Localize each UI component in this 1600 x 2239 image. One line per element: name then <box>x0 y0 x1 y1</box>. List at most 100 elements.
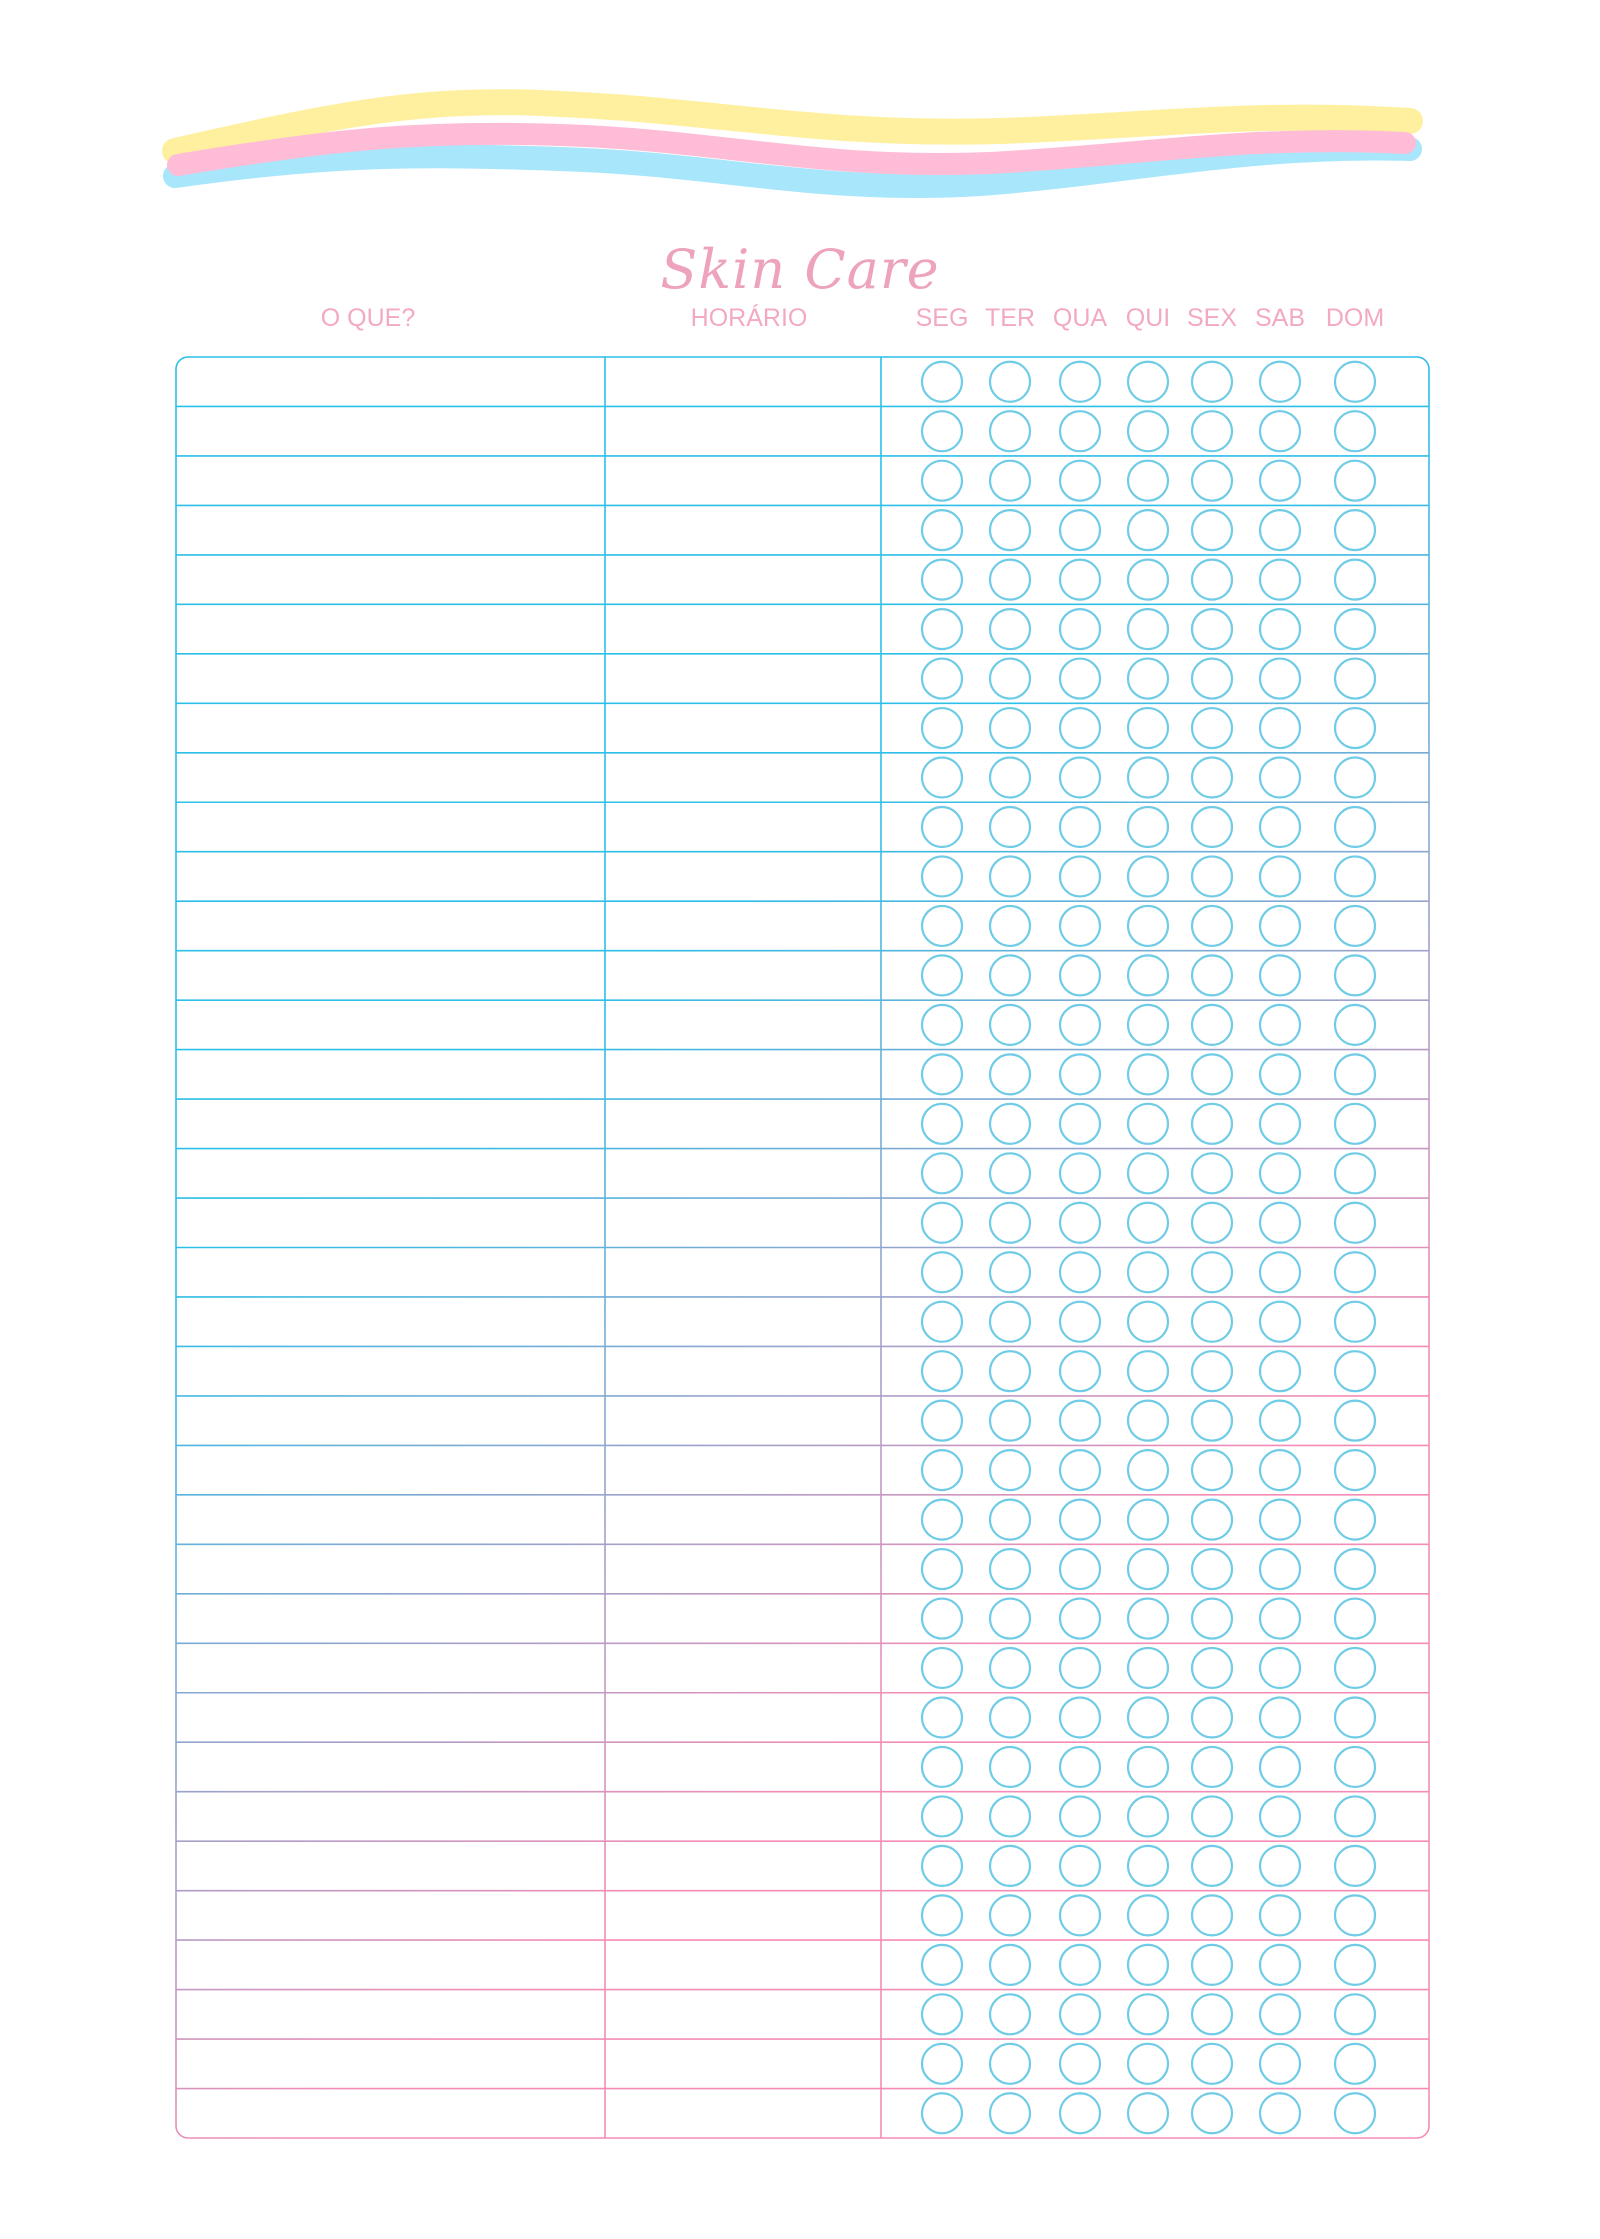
what-cell[interactable] <box>178 903 603 948</box>
checkbox-circle-seg[interactable] <box>920 1993 964 2036</box>
checkbox-circle-ter[interactable] <box>988 1102 1032 1145</box>
checkbox-circle-sex[interactable] <box>1190 904 1234 948</box>
checkbox-circle-qua[interactable] <box>1058 1399 1102 1442</box>
checkbox-circle-qui[interactable] <box>1126 1003 1170 1046</box>
checkbox-circle-qui[interactable] <box>1126 904 1170 948</box>
checkbox-circle-qui[interactable] <box>1126 607 1170 651</box>
time-cell[interactable] <box>607 1942 879 1987</box>
what-cell[interactable] <box>178 804 603 849</box>
time-cell[interactable] <box>607 953 879 998</box>
checkbox-circle-dom[interactable] <box>1333 1795 1377 1838</box>
checkbox-circle-ter[interactable] <box>988 1795 1032 1838</box>
checkbox-circle-sex[interactable] <box>1190 1152 1234 1195</box>
what-cell[interactable] <box>178 1744 603 1789</box>
checkbox-circle-sex[interactable] <box>1190 855 1234 898</box>
checkbox-circle-qui[interactable] <box>1126 1449 1170 1492</box>
checkbox-circle-qua[interactable] <box>1058 2042 1102 2085</box>
checkbox-circle-sab[interactable] <box>1258 706 1302 750</box>
checkbox-circle-sab[interactable] <box>1258 1844 1302 1888</box>
checkbox-circle-seg[interactable] <box>920 954 964 997</box>
checkbox-circle-qua[interactable] <box>1058 1844 1102 1888</box>
checkbox-circle-seg[interactable] <box>920 1646 964 1690</box>
checkbox-circle-dom[interactable] <box>1333 1993 1377 2036</box>
checkbox-circle-sab[interactable] <box>1258 1201 1302 1244</box>
checkbox-circle-dom[interactable] <box>1333 1102 1377 1145</box>
time-cell[interactable] <box>607 2041 879 2086</box>
checkbox-circle-qua[interactable] <box>1058 607 1102 651</box>
checkbox-circle-sex[interactable] <box>1190 1300 1234 1343</box>
checkbox-circle-sab[interactable] <box>1258 1449 1302 1492</box>
time-cell[interactable] <box>607 1695 879 1740</box>
checkbox-circle-sab[interactable] <box>1258 1745 1302 1789</box>
checkbox-circle-dom[interactable] <box>1333 1894 1377 1937</box>
checkbox-circle-seg[interactable] <box>920 607 964 651</box>
time-cell[interactable] <box>607 1151 879 1196</box>
time-cell[interactable] <box>607 854 879 899</box>
checkbox-circle-sex[interactable] <box>1190 607 1234 651</box>
checkbox-circle-ter[interactable] <box>988 1894 1032 1937</box>
what-cell[interactable] <box>178 1992 603 2037</box>
checkbox-circle-seg[interactable] <box>920 1201 964 1244</box>
checkbox-circle-dom[interactable] <box>1333 1844 1377 1888</box>
checkbox-circle-dom[interactable] <box>1333 706 1377 750</box>
checkbox-circle-sex[interactable] <box>1190 1547 1234 1591</box>
checkbox-circle-qua[interactable] <box>1058 1547 1102 1591</box>
checkbox-circle-sex[interactable] <box>1190 1102 1234 1145</box>
checkbox-circle-qui[interactable] <box>1126 1745 1170 1789</box>
checkbox-circle-sex[interactable] <box>1190 1894 1234 1937</box>
checkbox-circle-sab[interactable] <box>1258 756 1302 799</box>
checkbox-circle-qua[interactable] <box>1058 1350 1102 1393</box>
checkbox-circle-qui[interactable] <box>1126 1795 1170 1838</box>
checkbox-circle-seg[interactable] <box>920 1350 964 1393</box>
checkbox-circle-dom[interactable] <box>1333 459 1377 502</box>
checkbox-circle-sex[interactable] <box>1190 2042 1234 2085</box>
checkbox-circle-seg[interactable] <box>920 855 964 898</box>
checkbox-circle-sex[interactable] <box>1190 706 1234 750</box>
checkbox-circle-sab[interactable] <box>1258 1894 1302 1937</box>
checkbox-circle-ter[interactable] <box>988 1646 1032 1690</box>
checkbox-circle-dom[interactable] <box>1333 756 1377 799</box>
checkbox-circle-qui[interactable] <box>1126 1547 1170 1591</box>
what-cell[interactable] <box>178 953 603 998</box>
checkbox-circle-ter[interactable] <box>988 1300 1032 1343</box>
checkbox-circle-dom[interactable] <box>1333 954 1377 997</box>
checkbox-circle-sex[interactable] <box>1190 1399 1234 1442</box>
checkbox-circle-ter[interactable] <box>988 1350 1032 1393</box>
checkbox-circle-ter[interactable] <box>988 1003 1032 1046</box>
time-cell[interactable] <box>607 408 879 453</box>
checkbox-circle-seg[interactable] <box>920 1498 964 1541</box>
checkbox-circle-sab[interactable] <box>1258 1795 1302 1838</box>
checkbox-circle-qui[interactable] <box>1126 954 1170 997</box>
checkbox-circle-sex[interactable] <box>1190 410 1234 453</box>
checkbox-circle-qua[interactable] <box>1058 855 1102 898</box>
what-cell[interactable] <box>178 705 603 750</box>
time-cell[interactable] <box>607 1299 879 1344</box>
what-cell[interactable] <box>178 1447 603 1492</box>
checkbox-circle-qua[interactable] <box>1058 459 1102 502</box>
checkbox-circle-dom[interactable] <box>1333 360 1377 403</box>
checkbox-circle-sab[interactable] <box>1258 2042 1302 2085</box>
what-cell[interactable] <box>178 1942 603 1987</box>
checkbox-circle-sab[interactable] <box>1258 459 1302 502</box>
time-cell[interactable] <box>607 1497 879 1542</box>
checkbox-circle-sab[interactable] <box>1258 954 1302 997</box>
checkbox-circle-sab[interactable] <box>1258 657 1302 700</box>
checkbox-circle-sex[interactable] <box>1190 1844 1234 1888</box>
checkbox-circle-seg[interactable] <box>920 558 964 601</box>
checkbox-circle-ter[interactable] <box>988 1152 1032 1195</box>
checkbox-circle-qui[interactable] <box>1126 558 1170 601</box>
checkbox-circle-qua[interactable] <box>1058 410 1102 453</box>
time-cell[interactable] <box>607 705 879 750</box>
checkbox-circle-sab[interactable] <box>1258 1053 1302 1096</box>
checkbox-circle-qua[interactable] <box>1058 1201 1102 1244</box>
checkbox-circle-qua[interactable] <box>1058 1102 1102 1145</box>
checkbox-circle-seg[interactable] <box>920 1053 964 1096</box>
checkbox-circle-dom[interactable] <box>1333 509 1377 552</box>
what-cell[interactable] <box>178 1200 603 1245</box>
checkbox-circle-sab[interactable] <box>1258 855 1302 898</box>
time-cell[interactable] <box>607 1447 879 1492</box>
checkbox-circle-sab[interactable] <box>1258 904 1302 948</box>
checkbox-circle-qui[interactable] <box>1126 1201 1170 1244</box>
checkbox-circle-dom[interactable] <box>1333 1745 1377 1789</box>
checkbox-circle-sab[interactable] <box>1258 1696 1302 1739</box>
